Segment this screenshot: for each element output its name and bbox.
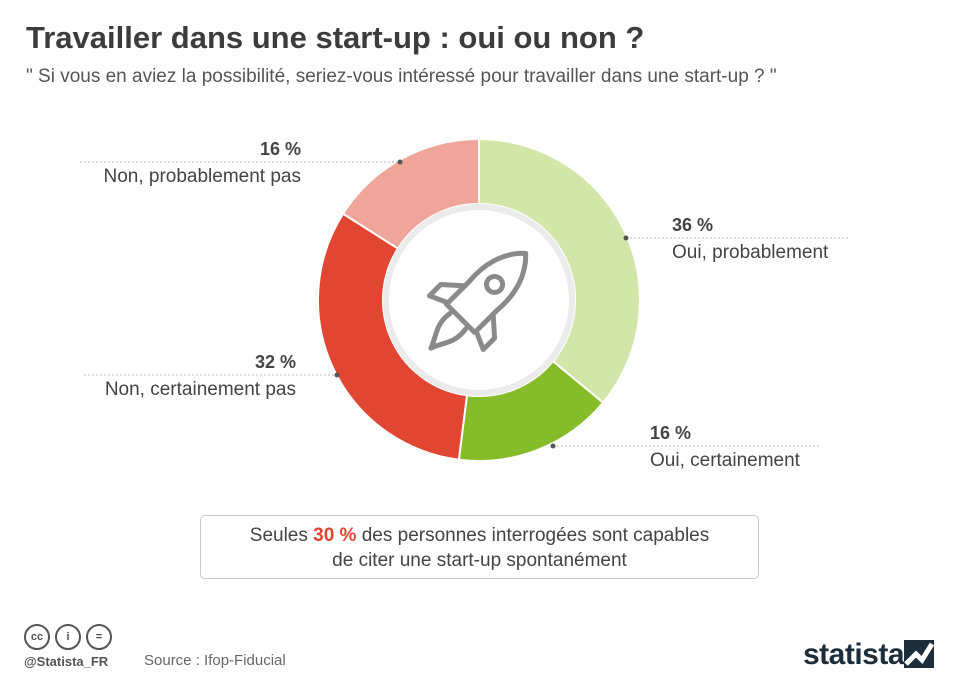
note-text-line2: de citer une start-up spontanément <box>332 550 627 571</box>
slice-value-label: 36 % <box>672 215 713 235</box>
slice-value-label: 16 % <box>650 423 691 443</box>
slice-name-label: Oui, certainement <box>650 450 801 471</box>
donut-hole <box>389 210 569 390</box>
note-text-after: des personnes interrogées sont capables <box>356 525 710 546</box>
twitter-handle[interactable]: @Statista_FR <box>24 654 109 669</box>
statista-logo-icon[interactable] <box>904 640 934 668</box>
leader-dot-1 <box>623 235 629 241</box>
note-highlight: 30 % <box>313 525 357 546</box>
statista-logo-text[interactable]: statista <box>803 638 905 671</box>
leader-dot-2 <box>550 443 556 449</box>
slice-name-label: Oui, probablement <box>672 242 829 263</box>
note-text-before: Seules <box>249 525 314 546</box>
chart-title: Travailler dans une start-up : oui ou no… <box>26 20 645 55</box>
nd-icon[interactable]: = <box>86 624 112 650</box>
note-box: Seules 30 % des personnes interrogées so… <box>200 515 759 579</box>
slice-labels: 36 % Oui, probablement 16 % Oui, certaineme… <box>80 139 850 471</box>
source-text: Source : Ifop-Fiducial <box>144 652 286 669</box>
leader-dot-4 <box>397 159 403 165</box>
by-icon[interactable]: i <box>55 624 81 650</box>
slice-name-label: Non, certainement pas <box>105 379 296 400</box>
license-icons: cc i = <box>24 624 112 650</box>
slice-value-label: 16 % <box>260 139 301 159</box>
leader-dot-3 <box>334 372 340 378</box>
slice-value-label: 32 % <box>255 352 296 372</box>
cc-icon[interactable]: cc <box>24 624 50 650</box>
slice-name-label: Non, probablement pas <box>103 166 301 187</box>
chart-subtitle: " Si vous en aviez la possibilité, serie… <box>26 66 777 87</box>
rocket-icon <box>427 250 529 352</box>
